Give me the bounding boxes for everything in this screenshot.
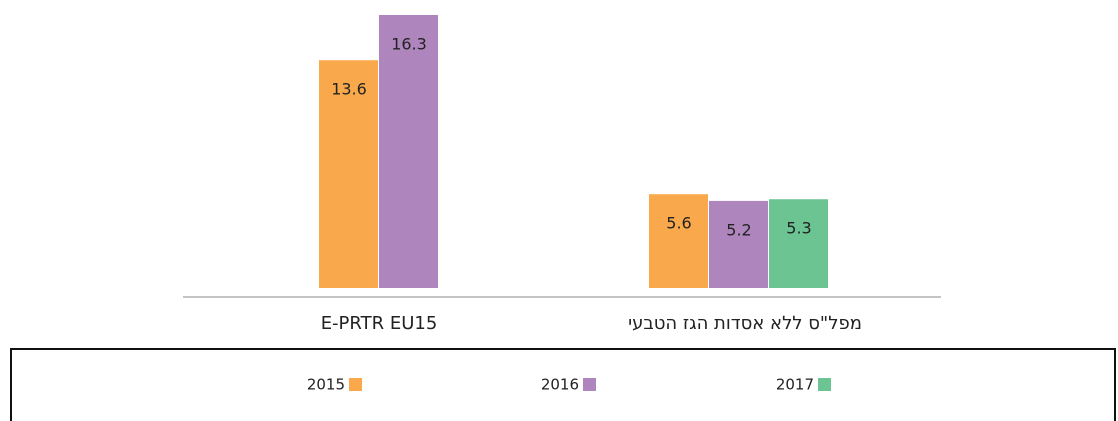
bar [709, 200, 768, 288]
legend-swatch [583, 378, 596, 391]
legend-box [10, 348, 1116, 421]
bar [379, 15, 438, 288]
legend-label: 2017 [776, 376, 814, 394]
value-label: 16.3 [391, 35, 427, 54]
value-label: 13.6 [331, 80, 367, 99]
value-label: 5.2 [726, 220, 751, 239]
bar [649, 194, 708, 288]
x-tick-label: מפל"ס ללא אסדות הגז הטבעי [628, 313, 862, 334]
legend-swatch [818, 378, 831, 391]
legend-swatch [349, 378, 362, 391]
legend-label: 2015 [307, 376, 345, 394]
value-label: 5.6 [666, 214, 691, 233]
value-label: 5.3 [786, 219, 811, 238]
legend-label: 2016 [541, 376, 579, 394]
bar [319, 60, 378, 289]
x-tick-label: E-PRTR EU15 [321, 313, 438, 334]
bar [769, 199, 828, 288]
